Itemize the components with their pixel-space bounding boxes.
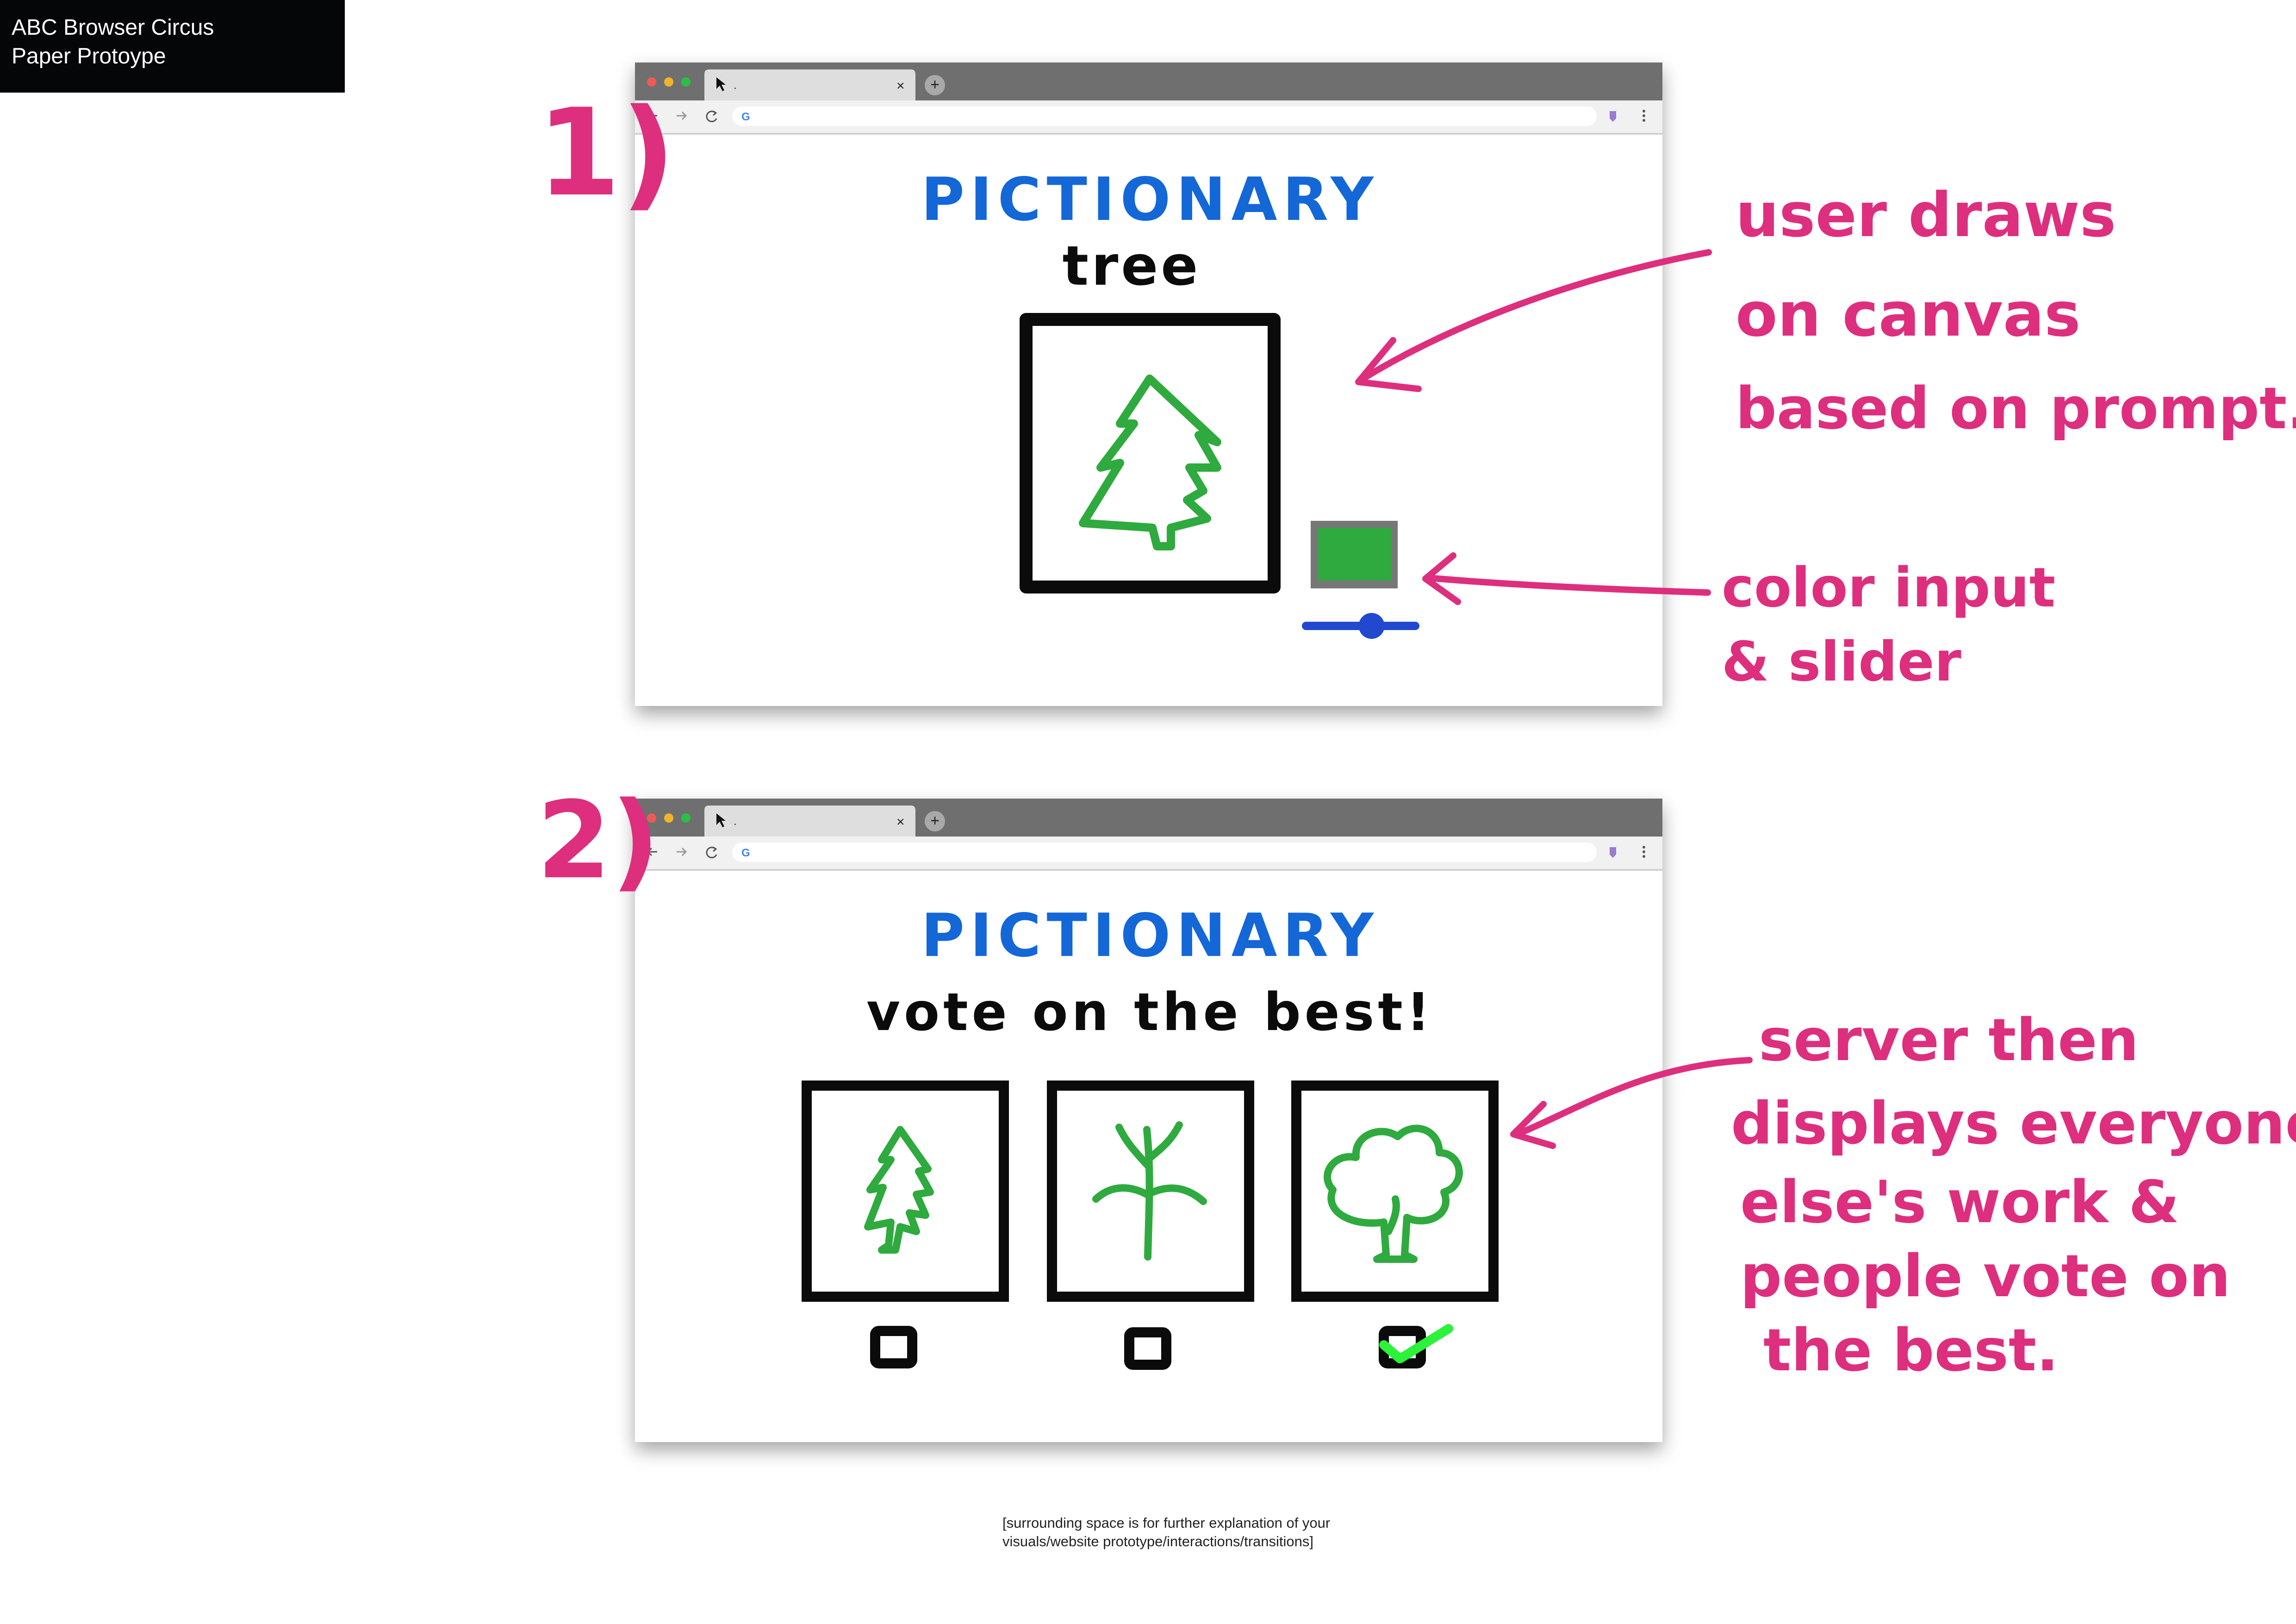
google-icon: G	[741, 847, 750, 859]
branch-plant-icon	[1092, 1121, 1207, 1261]
title-box: ABC Browser Circus Paper Protoype	[0, 0, 345, 93]
project-subtitle: Paper Protoype	[12, 44, 166, 69]
server-annotation: server then displays everyone else's wor…	[1731, 1006, 2296, 1384]
back-icon[interactable]	[647, 111, 657, 120]
browser-window-2: . × + G PICTIONARY vote on the best!	[635, 799, 1662, 1442]
color-arrow-head	[1422, 552, 1461, 605]
maximize-window-button[interactable]	[681, 77, 691, 87]
tab-title: .	[734, 815, 737, 828]
server-note-line-2: displays everyone	[1731, 1089, 2296, 1157]
canvas-arrow	[1362, 249, 1712, 381]
server-arrow	[1519, 1057, 1753, 1135]
canvas-annotation: user draws on canvas based on prompt.	[1736, 180, 2296, 442]
toolbar-divider	[635, 869, 1662, 871]
close-window-button[interactable]	[647, 813, 656, 823]
server-note-line-5: the best.	[1763, 1316, 2059, 1384]
vote-instruction: vote on the best!	[866, 982, 1434, 1043]
tab-close-icon[interactable]: ×	[896, 78, 905, 94]
extension-icon[interactable]	[1610, 847, 1616, 858]
color-note-line-1: color input	[1722, 556, 2055, 619]
window-body	[635, 799, 1662, 1442]
address-bar[interactable]	[732, 843, 1597, 862]
minimize-window-button[interactable]	[664, 813, 673, 823]
menu-icon-dot	[1643, 850, 1645, 853]
forward-icon[interactable]	[677, 111, 687, 120]
new-tab-icon: +	[930, 76, 940, 94]
app-title: PICTIONARY	[921, 165, 1379, 234]
browser-tab[interactable]	[704, 69, 915, 100]
tab-title: .	[734, 79, 737, 92]
reload-icon[interactable]	[706, 111, 717, 122]
back-icon[interactable]	[647, 847, 657, 856]
reload-icon-arrow	[713, 110, 717, 116]
drawing-card-3[interactable]	[1291, 1081, 1499, 1302]
reload-icon-arrow	[713, 846, 717, 852]
server-note-line-4: people vote on	[1740, 1242, 2230, 1310]
extension-icon[interactable]	[1610, 111, 1616, 122]
project-title: ABC Browser Circus	[12, 15, 214, 40]
browser-window-1: . × + G PICTIONARY tree	[635, 62, 1662, 706]
pine-tree-icon	[864, 1126, 934, 1254]
reload-icon[interactable]	[706, 847, 717, 858]
leafy-tree-icon	[1324, 1124, 1463, 1263]
tab-close-icon[interactable]: ×	[896, 814, 905, 830]
vote-checkbox-2[interactable]	[1124, 1327, 1171, 1370]
maximize-window-button[interactable]	[681, 813, 691, 823]
drawing-card-1[interactable]	[802, 1081, 1009, 1302]
forward-icon[interactable]	[677, 847, 687, 856]
color-note-line-2: & slider	[1722, 630, 1961, 693]
cursor-icon	[716, 813, 726, 827]
server-note-line-1: server then	[1759, 1006, 2139, 1074]
color-annotation: color input & slider	[1722, 556, 2055, 693]
cursor-icon	[716, 77, 726, 91]
drawing-card-2[interactable]	[1047, 1081, 1254, 1302]
checkmark-icon	[1379, 1324, 1453, 1363]
server-note-line-3: else's work &	[1740, 1168, 2179, 1236]
menu-icon-dot	[1643, 114, 1645, 117]
canvas-note-line-2: on canvas	[1736, 279, 2081, 350]
vote-checkbox-1[interactable]	[870, 1326, 917, 1368]
color-arrow	[1425, 575, 1711, 596]
menu-icon-dot	[1643, 855, 1645, 858]
pine-tree-drawing	[1079, 375, 1221, 550]
address-bar[interactable]	[732, 106, 1597, 126]
menu-icon-dot	[1643, 119, 1645, 122]
new-tab-icon: +	[930, 812, 940, 830]
server-arrow-head	[1510, 1101, 1556, 1149]
prompt-word: tree	[1063, 234, 1201, 298]
slider-thumb[interactable]	[1358, 613, 1385, 639]
google-icon: G	[741, 111, 750, 123]
canvas-arrow-head	[1355, 337, 1422, 392]
selected-color-swatch	[1318, 528, 1391, 581]
new-tab-button[interactable]	[925, 75, 945, 95]
footer-note: [surrounding space is for further explan…	[1002, 1515, 1331, 1549]
menu-icon[interactable]	[1643, 846, 1645, 849]
close-window-button[interactable]	[647, 77, 656, 87]
toolbar-divider	[635, 133, 1662, 135]
minimize-window-button[interactable]	[664, 77, 673, 87]
drawing-canvas[interactable]	[1020, 313, 1281, 593]
menu-icon[interactable]	[1643, 110, 1645, 112]
canvas-note-line-3: based on prompt.	[1736, 375, 2296, 442]
new-tab-button[interactable]	[925, 811, 945, 831]
app-title: PICTIONARY	[921, 901, 1379, 970]
step-label-1: 1)	[537, 83, 676, 223]
canvas-note-line-1: user draws	[1736, 180, 2116, 251]
browser-tab[interactable]	[704, 806, 915, 837]
step-label-2: 2)	[537, 779, 660, 903]
